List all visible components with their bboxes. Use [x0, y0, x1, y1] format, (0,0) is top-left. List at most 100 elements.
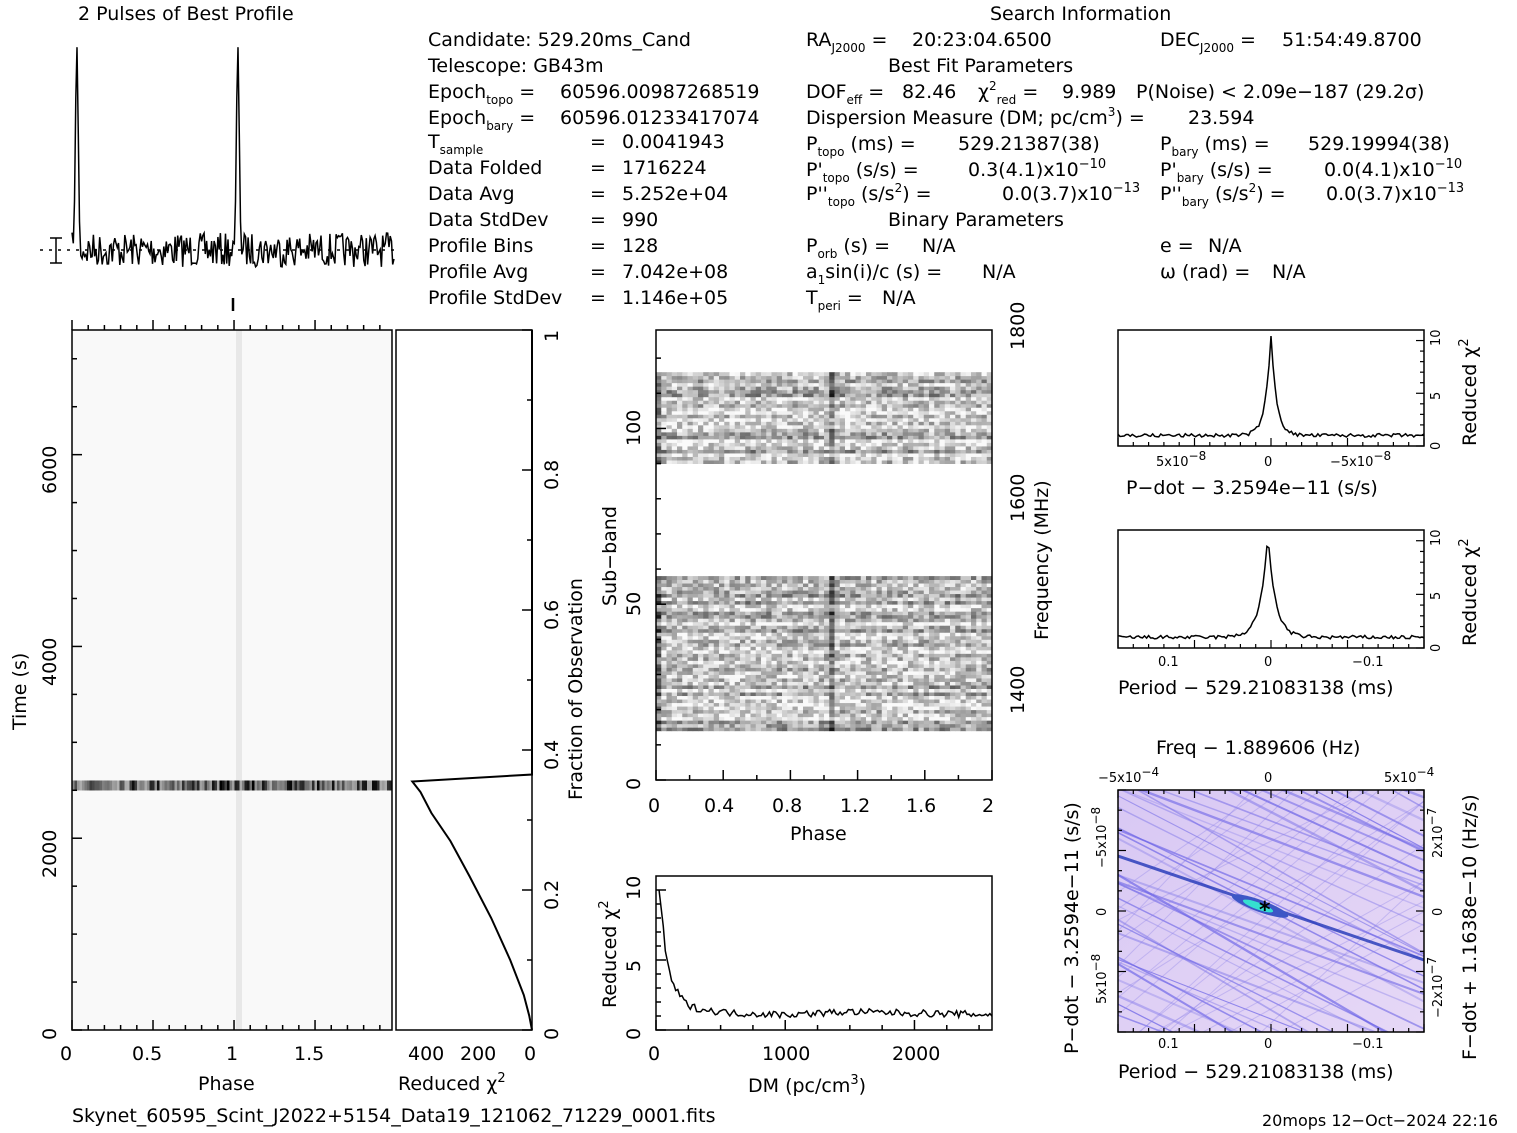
sb-cell — [834, 604, 841, 609]
sb-cell — [719, 685, 725, 689]
sb-cell — [766, 396, 772, 401]
sb-cell — [908, 453, 914, 457]
tsample-value: 0.0041943 — [622, 131, 725, 153]
sb-cell — [871, 685, 877, 689]
sb-cell — [692, 674, 699, 679]
sb-cell — [677, 449, 683, 454]
sb-cell — [734, 632, 741, 637]
sb-cell — [944, 583, 951, 588]
sb-cell — [766, 597, 772, 602]
sb-cell — [666, 660, 673, 665]
sb-cell — [981, 446, 988, 450]
sb-cell — [682, 421, 688, 426]
sb-cell — [860, 586, 867, 591]
sb-cell — [950, 576, 956, 581]
sb-cell — [902, 639, 909, 644]
tp-band-cell — [239, 780, 243, 791]
sb-cell — [892, 702, 898, 707]
sb-cell — [755, 720, 762, 725]
sb-cell — [698, 727, 704, 732]
sb-cell — [897, 453, 904, 457]
sb-cell — [708, 663, 715, 668]
sb-cell — [771, 393, 778, 398]
sb-cell — [845, 579, 851, 584]
sb-cell — [934, 639, 940, 644]
sb-cell — [666, 674, 673, 679]
sb-cell — [818, 723, 825, 728]
sb-cell — [855, 607, 862, 612]
sb-cell — [955, 600, 961, 605]
sb-cell — [656, 706, 662, 711]
sb-cell — [887, 628, 893, 633]
sb-cell — [677, 372, 683, 377]
sb-cell — [944, 600, 951, 605]
sb-cell — [818, 671, 825, 675]
sb-cell — [755, 713, 762, 718]
sb-cell — [792, 713, 799, 718]
sb-cell — [808, 709, 814, 714]
sb-cell — [740, 583, 746, 588]
sb-cell — [692, 389, 699, 394]
sb-cell — [845, 597, 851, 602]
sb-cell — [971, 611, 977, 616]
sb-cell — [766, 713, 772, 718]
pdd-topo-label: P''topo (s/s2) = — [806, 181, 932, 209]
sb-cell — [771, 428, 778, 433]
sb-cell — [661, 590, 667, 595]
sb-cell — [855, 600, 862, 605]
sb-cell — [960, 417, 967, 422]
sb-cell — [871, 435, 877, 440]
sb-cell — [761, 438, 767, 443]
sb-cell — [845, 389, 851, 394]
sb-cell — [792, 446, 799, 450]
sb-cell — [908, 600, 914, 605]
sb-cell — [761, 424, 767, 429]
sb-cell — [745, 414, 751, 419]
sb-cell — [719, 621, 725, 626]
sb-cell — [766, 403, 772, 408]
sb-cell — [960, 674, 967, 679]
sb-cell — [923, 727, 930, 732]
sb-cell — [761, 597, 767, 602]
sb-cell — [698, 671, 704, 675]
sb-cell — [866, 653, 872, 658]
sb-cell — [692, 438, 699, 443]
sb-cell — [755, 414, 762, 419]
sb-cell — [740, 635, 746, 640]
sb-cell — [755, 456, 762, 461]
sb-cell — [845, 695, 851, 700]
sb-cell — [750, 716, 757, 721]
sb-cell — [703, 611, 709, 616]
sb-cell — [939, 393, 946, 398]
sb-cell — [776, 663, 783, 668]
sb-cell — [955, 639, 961, 644]
sb-cell — [960, 604, 967, 609]
sb-cell — [677, 674, 683, 679]
sb-cell — [855, 709, 862, 714]
sb-cell — [682, 407, 688, 412]
sb-cell — [871, 400, 877, 405]
sb-cell — [960, 379, 967, 384]
sb-cell — [986, 456, 993, 461]
sb-cell — [918, 720, 925, 725]
sb-cell — [750, 656, 757, 661]
sb-cell — [860, 590, 867, 595]
sb-cell — [808, 386, 814, 391]
sb-cell — [761, 607, 767, 612]
sb-cell — [724, 716, 730, 721]
sb-cell — [923, 382, 930, 387]
sb-cell — [682, 417, 688, 422]
sb-cell — [792, 389, 799, 394]
sb-cell — [656, 727, 662, 732]
sb-cell — [671, 625, 678, 630]
sb-cell — [902, 586, 909, 591]
sb-cell — [834, 590, 841, 595]
sb-cell — [986, 674, 993, 679]
chi2-fraction-ticks — [522, 329, 532, 1031]
sb-cell — [829, 456, 835, 461]
sb-cell — [944, 614, 951, 619]
sb-cell — [666, 667, 673, 672]
sb-cell — [813, 699, 820, 704]
sb-cell — [839, 611, 846, 616]
